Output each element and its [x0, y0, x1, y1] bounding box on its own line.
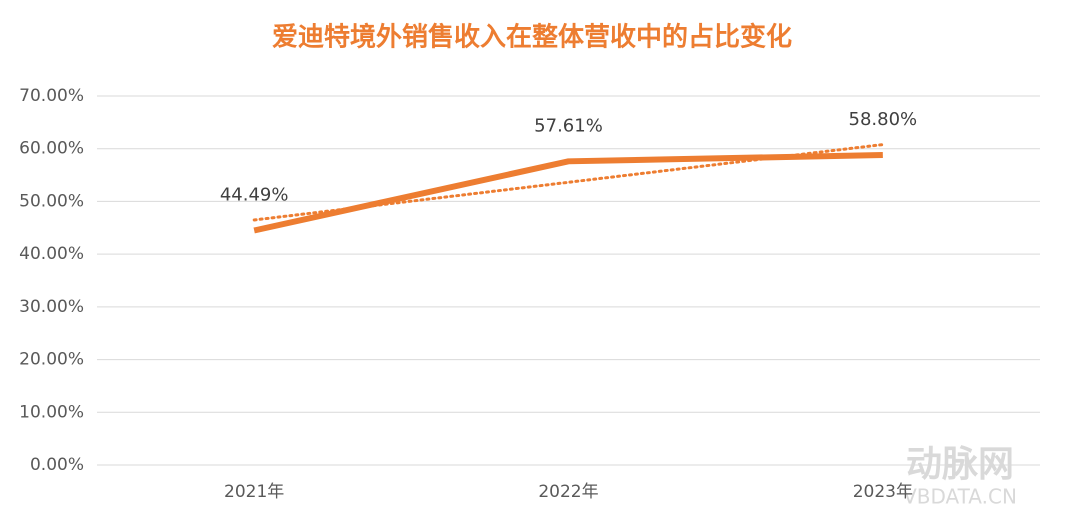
- x-tick-label: 2023年: [853, 482, 913, 502]
- x-tick-label: 2022年: [538, 482, 598, 502]
- data-label: 57.61%: [534, 115, 603, 136]
- line: [253, 152, 883, 234]
- watermark: VBDATA.CN: [903, 485, 1017, 509]
- y-tick-label: 30.00%: [19, 297, 84, 317]
- data-label: 58.80%: [849, 109, 918, 130]
- y-tick-label: 10.00%: [19, 402, 84, 422]
- y-tick-label: 0.00%: [30, 455, 84, 475]
- data-label: 44.49%: [220, 184, 289, 205]
- y-tick-label: 70.00%: [19, 86, 84, 106]
- y-tick-label: 60.00%: [19, 139, 84, 159]
- y-tick-label: 20.00%: [19, 350, 84, 370]
- chart-title: 爱迪特境外销售收入在整体营收中的占比变化: [272, 22, 792, 53]
- x-tick-label: 2021年: [224, 482, 284, 502]
- y-tick-label: 50.00%: [19, 191, 84, 211]
- y-tick-label: 40.00%: [19, 244, 84, 264]
- trendline: [252, 143, 885, 222]
